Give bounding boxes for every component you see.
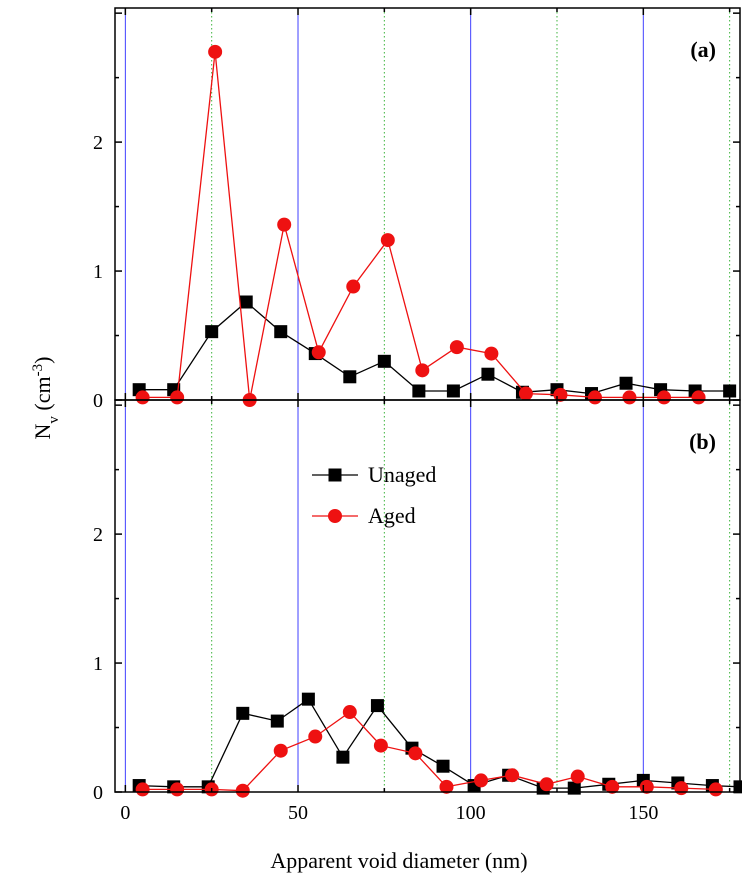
point-b-aged-7 [373, 738, 388, 753]
plot-frame-a [114, 7, 741, 401]
point-b-aged-17 [708, 782, 723, 797]
point-b-unaged-7 [370, 699, 384, 713]
x-tick-label-1: 50 [288, 802, 308, 824]
point-a-aged-9 [449, 340, 464, 355]
point-b-aged-1 [170, 782, 185, 797]
x-tick-label-0: 0 [120, 802, 130, 824]
legend-label-unaged: Unaged [368, 462, 436, 487]
point-a-unaged-14 [619, 376, 633, 390]
y-tick-label-a-2: 2 [93, 132, 103, 154]
point-b-aged-0 [135, 782, 150, 797]
series-line-b-aged [142, 711, 716, 792]
point-b-unaged-4 [270, 714, 284, 728]
point-a-unaged-17 [723, 384, 737, 398]
point-b-aged-8 [408, 746, 423, 761]
point-a-aged-13 [587, 390, 602, 405]
point-a-unaged-2 [205, 325, 219, 339]
point-a-unaged-6 [343, 370, 357, 384]
point-a-aged-2 [208, 44, 223, 59]
point-b-aged-14 [605, 779, 620, 794]
point-b-unaged-9 [436, 759, 450, 773]
y-tick-label-b-1: 1 [93, 653, 103, 675]
point-a-unaged-3 [239, 295, 253, 309]
point-a-aged-11 [518, 386, 533, 401]
axis-labels: Nv (cm-3) Apparent void diameter (nm) [30, 357, 528, 873]
y-axis-label-subscript: v [46, 416, 62, 424]
point-a-unaged-9 [446, 384, 460, 398]
y-axis-label-unit-open: (cm [30, 376, 55, 416]
point-b-unaged-3 [236, 706, 250, 720]
point-b-aged-3 [235, 783, 250, 798]
point-a-unaged-4 [274, 325, 288, 339]
point-a-aged-0 [135, 390, 150, 405]
point-a-aged-14 [622, 390, 637, 405]
point-b-unaged-18 [733, 780, 742, 794]
series-line-b-unaged [139, 698, 741, 789]
x-tick-label-2: 100 [456, 802, 486, 824]
point-b-aged-4 [273, 743, 288, 758]
y-axis-label: Nv (cm-3) [30, 357, 62, 440]
legend-label-aged: Aged [368, 503, 416, 528]
point-a-aged-1 [170, 390, 185, 405]
y-axis-label-unit-close: ) [30, 357, 55, 364]
point-a-aged-5 [311, 345, 326, 360]
point-b-aged-13 [570, 769, 585, 784]
y-axis-label-main: N [30, 423, 55, 439]
panel-a: 0 1 2 (a) [93, 7, 741, 412]
point-a-unaged-7 [377, 354, 391, 368]
series-line-a-aged [142, 51, 699, 401]
point-b-unaged-5 [301, 692, 315, 706]
point-b-aged-11 [505, 768, 520, 783]
point-a-aged-10 [484, 346, 499, 361]
plot-frame-b [114, 399, 741, 793]
y-tick-label-a-1: 1 [93, 261, 103, 283]
point-b-unaged-6 [336, 750, 350, 764]
point-b-aged-12 [539, 777, 554, 792]
x-axis-label: Apparent void diameter (nm) [270, 848, 527, 873]
legend-marker-unaged [328, 468, 342, 482]
point-b-aged-5 [308, 729, 323, 744]
series-line-a-unaged [139, 301, 730, 395]
y-tick-label-b-0: 0 [93, 782, 103, 804]
point-a-aged-7 [380, 233, 395, 248]
y-tick-label-a-0: 0 [93, 390, 103, 412]
point-b-aged-6 [342, 705, 357, 720]
point-a-aged-6 [346, 279, 361, 294]
point-b-aged-9 [439, 779, 454, 794]
point-a-aged-8 [415, 363, 430, 378]
point-a-unaged-8 [412, 384, 426, 398]
panel-label-b: (b) [689, 429, 716, 454]
point-a-unaged-10 [481, 367, 495, 381]
point-b-aged-10 [474, 773, 489, 788]
point-a-aged-16 [691, 390, 706, 405]
legend-marker-aged [328, 509, 342, 523]
point-a-aged-4 [277, 217, 292, 232]
panel-b: 0 1 2 0 50 100 150 (b) [93, 399, 742, 824]
panel-label-a: (a) [690, 37, 716, 62]
x-tick-label-3: 150 [628, 802, 658, 824]
point-b-aged-16 [674, 781, 689, 796]
y-tick-label-b-2: 2 [93, 524, 103, 546]
y-axis-label-superscript: -3 [30, 364, 46, 377]
point-a-aged-15 [657, 390, 672, 405]
legend: Unaged Aged [312, 462, 436, 528]
